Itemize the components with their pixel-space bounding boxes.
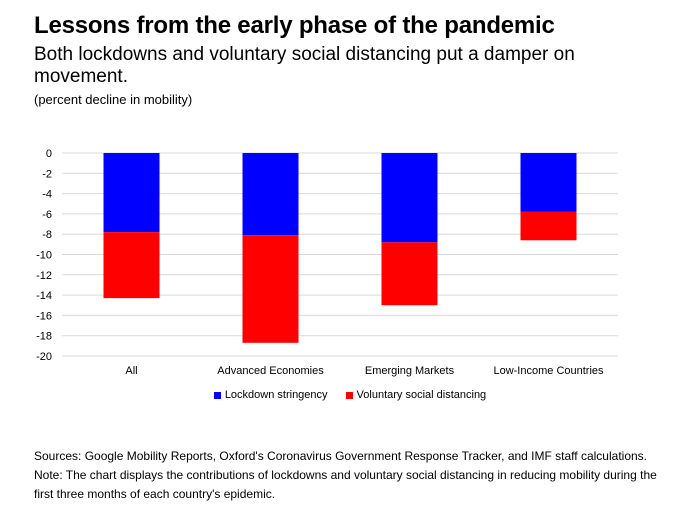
legend-swatch-lockdown (213, 391, 221, 399)
bar-chart: 0 -2 -4 -6 -8 -10 -12 -14 -16 -18 -20 All Advanced E… (36, 148, 618, 377)
bar-lockdown (520, 153, 577, 212)
y-tick-label: -18 (36, 331, 52, 343)
bar-voluntary (103, 232, 160, 299)
y-tick-label: -16 (36, 310, 52, 322)
chart-title: Lessons from the early phase of the pand… (34, 12, 555, 39)
chart-unit-label: (percent decline in mobility) (34, 92, 193, 107)
legend-swatch-voluntary (345, 391, 353, 399)
y-tick-label: -12 (36, 270, 52, 282)
x-tick-label: Emerging Markets (365, 365, 455, 377)
chart-subtitle: Both lockdowns and voluntary social dist… (34, 44, 575, 87)
note-text: Note: The chart displays the contributio… (34, 468, 657, 501)
bar-lockdown (242, 153, 299, 236)
bar-voluntary (381, 242, 438, 306)
y-tick-label: -8 (42, 229, 52, 241)
bar-voluntary (242, 235, 299, 343)
y-tick-label: 0 (46, 148, 52, 160)
sources-text: Sources: Google Mobility Reports, Oxford… (34, 449, 648, 463)
legend-item-lockdown: Lockdown stringency (213, 389, 328, 401)
chart-notes: Sources: Google Mobility Reports, Oxford… (34, 447, 674, 504)
bar-voluntary (520, 211, 577, 241)
x-tick-label: All (125, 365, 137, 377)
x-tick-label: Low-Income Countries (493, 365, 604, 377)
x-tick-label: Advanced Economies (217, 365, 324, 377)
y-tick-label: -14 (36, 290, 52, 302)
y-tick-label: -4 (42, 189, 52, 201)
y-tick-label: -10 (36, 250, 52, 262)
legend-item-voluntary: Voluntary social distancing (345, 389, 487, 401)
legend-label-voluntary: Voluntary social distancing (356, 389, 487, 401)
y-tick-label: -20 (36, 351, 52, 363)
bar-lockdown (381, 153, 438, 243)
bar-lockdown (103, 153, 160, 233)
chart-legend: Lockdown stringency Voluntary social dis… (0, 389, 700, 401)
y-tick-label: -6 (42, 209, 52, 221)
legend-label-lockdown: Lockdown stringency (224, 389, 328, 401)
y-tick-label: -2 (42, 168, 52, 180)
